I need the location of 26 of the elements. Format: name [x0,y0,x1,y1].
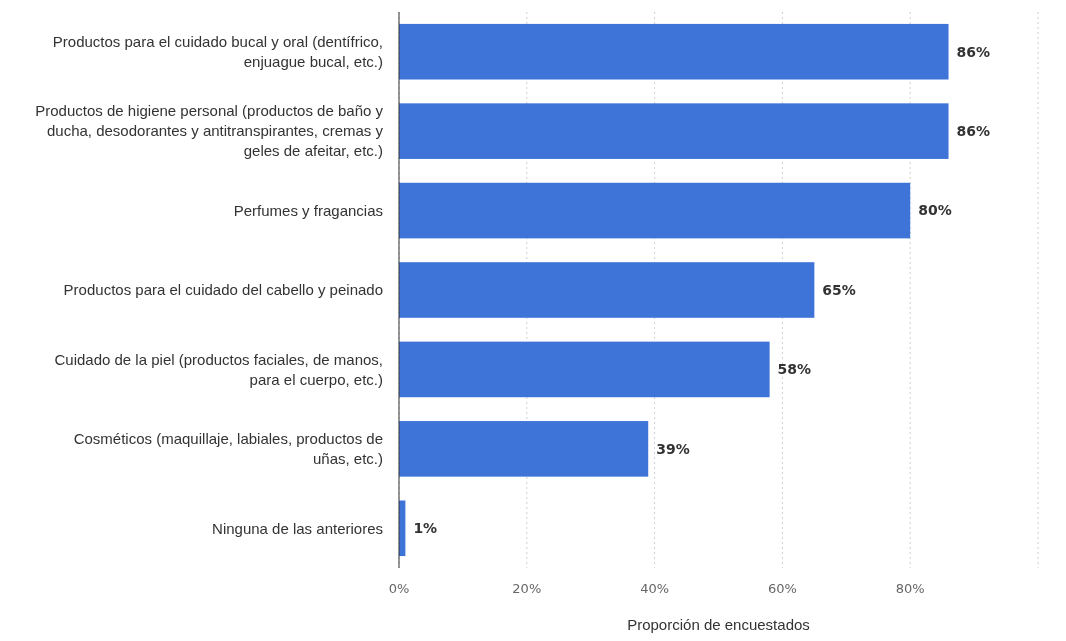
y-tick-label: Productos para el cuidado bucal y oral (dentífrico, enjuague bucal, etc.) [52,32,383,70]
y-tick-label: Cuidado de la piel (productos faciales, de manos, para el cuerpo, etc.) [54,350,383,388]
x-axis-title: Proporción de encuestados [627,616,810,633]
data-label: 86% [956,123,991,140]
x-tick-label: 40% [640,581,670,596]
x-tick-label: 80% [895,581,925,596]
x-tick-label: 0% [388,581,410,596]
x-tick-label: 60% [767,581,797,596]
data-label: 86% [956,43,991,60]
x-tick-label: 20% [512,581,542,596]
y-tick-label: Productos para el cuidado del cabello y peinado [63,281,383,299]
data-label: 1% [413,520,438,537]
y-tick-label: Productos de higiene personal (productos de baño y ducha, desodorantes y antitranspirantes, cremas y geles de afeitar, etc.) [35,102,384,160]
bar [399,341,770,398]
bar [399,262,815,318]
y-tick-label: Ninguna de las anteriores [212,519,383,537]
data-label: 80% [918,202,952,219]
data-label: 58% [777,361,812,378]
y-tick-label: Perfumes y fragancias [233,201,383,219]
bar [399,421,649,477]
y-tick-label: Cosméticos (maquillaje, labiales, productos de uñas, etc.) [73,430,383,468]
data-label: 39% [656,440,690,457]
data-label: 65% [822,281,856,298]
bar [399,103,949,159]
bar [399,23,949,80]
bar [399,182,911,239]
